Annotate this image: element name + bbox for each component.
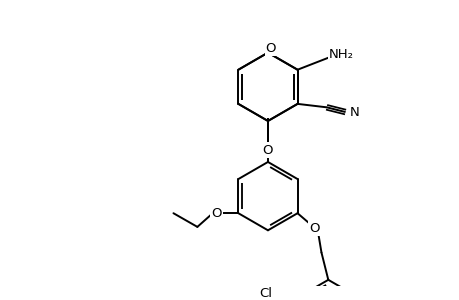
Text: O: O [211,207,221,220]
Text: NH₂: NH₂ [328,48,353,62]
Text: O: O [265,42,275,55]
Text: O: O [262,143,273,157]
Text: O: O [308,222,319,235]
Text: Cl: Cl [258,287,271,300]
Text: N: N [349,106,359,118]
